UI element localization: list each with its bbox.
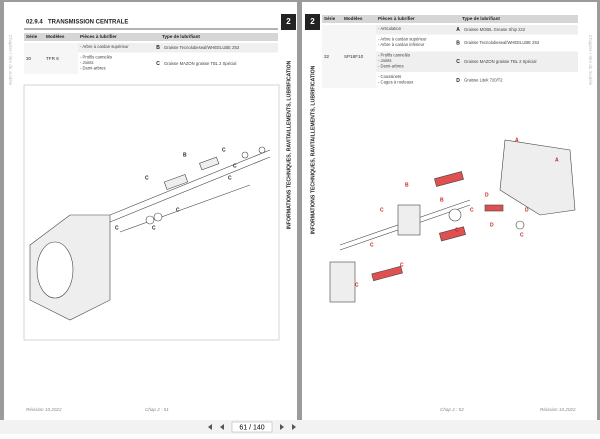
serie: 30: [26, 56, 32, 61]
section-number: 02.9.4: [26, 20, 43, 26]
last-page[interactable]: [292, 424, 296, 430]
diagram-label: B: [405, 182, 409, 188]
page-indicator: 61 / 140: [239, 424, 264, 431]
diagram-label: C: [176, 207, 180, 213]
diagram-label: B: [183, 152, 187, 158]
diagram-label: C: [228, 175, 232, 181]
lubricant: Graisse Tecnolubeseal/WHEELUBE 253: [164, 45, 240, 50]
lubricant: Graisse MAZON graisse TBL 2 Spécial: [164, 61, 236, 66]
table-header-cell: Modèles: [46, 34, 65, 39]
diagram-left: [29, 146, 271, 321]
part: - Demi-arbres: [80, 66, 106, 71]
side-note: Chapitre / titre du modèle: [588, 35, 593, 86]
table-row: [78, 53, 278, 74]
row-id-bg: [322, 25, 376, 88]
lubricant-code: B: [156, 45, 160, 51]
diagram-label: A: [555, 157, 559, 163]
spine-title: INFORMATIONS TECHNIQUES, RAVITAILLEMENTS…: [310, 65, 316, 234]
diagram-label: D: [490, 222, 494, 228]
diagram-label: D: [485, 192, 489, 198]
diagram-label: C: [222, 147, 226, 153]
modeles: TFR 6: [46, 56, 59, 61]
table-header-cell: Série: [26, 34, 38, 39]
tab-number: 2: [310, 17, 315, 26]
part: - Cages à rouleaux: [378, 80, 414, 85]
diagram-label: D: [525, 207, 529, 213]
diagram-label: C: [520, 232, 524, 238]
part: - Arbre à cardan inférieur: [378, 42, 425, 47]
footer-page: Chap 2 : 51: [145, 407, 169, 412]
table-row: [376, 73, 578, 88]
nav-buttons: [208, 424, 296, 430]
table-row: [376, 35, 578, 51]
diagram-label: C: [233, 163, 237, 169]
part: - Demi-arbres: [378, 64, 404, 69]
section-title: TRANSMISSION CENTRALE: [48, 20, 128, 26]
footer-page: Chap 2 : 52: [440, 407, 464, 412]
lubricant-code: D: [456, 78, 460, 84]
part: - Coussinets: [378, 74, 401, 79]
part: - Profils cannelés: [378, 53, 410, 58]
table-row: [78, 43, 278, 53]
serie: 32: [324, 54, 330, 59]
page-input[interactable]: [231, 421, 273, 433]
table-header-cell: Pièces à lubrifier: [378, 16, 415, 21]
table-row: [376, 25, 578, 35]
table-header-cell: Type de lubrifiant: [162, 34, 200, 39]
first-page[interactable]: [208, 424, 212, 430]
part: - Articulation: [378, 26, 402, 31]
part: - Arbre à cardan supérieur: [80, 44, 129, 49]
table-row: [376, 51, 578, 72]
diagram-label: C: [400, 262, 404, 268]
table-header-cell: Type de lubrifiant: [462, 16, 500, 21]
next-page[interactable]: [280, 424, 284, 430]
part: - Joints: [80, 60, 94, 65]
toolbar: [0, 420, 600, 434]
part: - Arbre à cardan supérieur: [378, 37, 427, 42]
lubricant-code: A: [456, 27, 460, 33]
table-header-cell: Pièces à lubrifier: [80, 34, 117, 39]
part: - Profils cannelés: [80, 55, 112, 60]
diagram-right: [329, 139, 576, 303]
lubricant-code: C: [456, 59, 460, 65]
diagram-label: C: [152, 225, 156, 231]
table-header: [322, 15, 578, 23]
diagram-label: C: [145, 175, 149, 181]
side-note: Chapitre / titre du modèle: [8, 35, 13, 86]
lubricant: Graisse Litek 720/T2: [464, 78, 503, 83]
table-header-cell: Série: [324, 16, 336, 21]
diagram-frame: [23, 84, 280, 341]
diagram-label: C: [115, 225, 119, 231]
part: - Joints: [378, 58, 392, 63]
row-id-bg: [24, 43, 78, 74]
diagram-label: A: [515, 137, 519, 143]
table-header: [24, 33, 278, 41]
diagram-label: C: [380, 207, 384, 213]
footer-revision: Révision 10.2022: [540, 407, 576, 412]
lubricant-code: B: [456, 40, 460, 46]
spine-title: INFORMATIONS TECHNIQUES, RAVITAILLEMENTS…: [286, 60, 292, 229]
tab: [281, 14, 296, 30]
modeles: SP18F10: [344, 54, 364, 59]
diagram-label: C: [455, 227, 459, 233]
diagram-label: B: [440, 197, 444, 203]
diagram-label: C: [355, 282, 359, 288]
lubricant: Graisse Tecnolubeseal/WHEELUBE 253: [464, 40, 540, 45]
lubricant: Graisse MAZON graisse TBL 2 Spécial: [464, 59, 536, 64]
tab: [305, 14, 320, 30]
diagram-label: C: [470, 207, 474, 213]
prev-page[interactable]: [220, 424, 224, 430]
diagram-label: C: [370, 242, 374, 248]
table-header-cell: Modèles: [344, 16, 363, 21]
tab-number: 2: [286, 17, 291, 26]
footer-revision: Révision 10.2022: [26, 407, 62, 412]
lubricant: Graisse MOBIL Grease Ship 222: [464, 27, 526, 32]
lubricant-code: C: [156, 61, 160, 67]
